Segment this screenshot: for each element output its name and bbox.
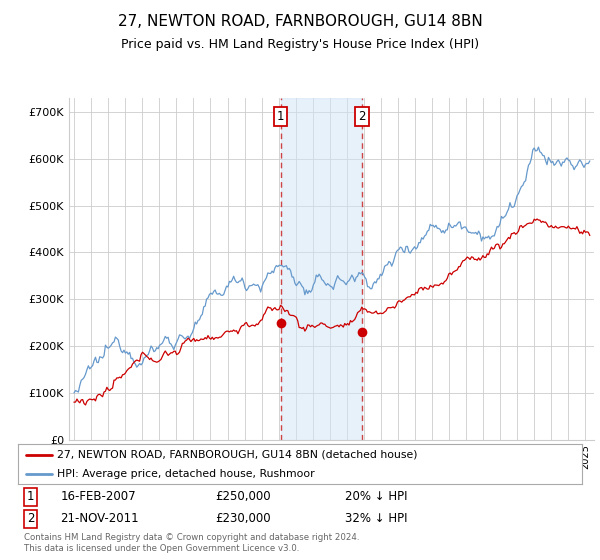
Text: 1: 1 <box>277 110 284 123</box>
Text: 27, NEWTON ROAD, FARNBOROUGH, GU14 8BN (detached house): 27, NEWTON ROAD, FARNBOROUGH, GU14 8BN (… <box>58 450 418 460</box>
Text: 20% ↓ HPI: 20% ↓ HPI <box>345 491 407 503</box>
Text: 21-NOV-2011: 21-NOV-2011 <box>60 512 139 525</box>
Text: 2: 2 <box>26 512 34 525</box>
Text: Contains HM Land Registry data © Crown copyright and database right 2024.
This d: Contains HM Land Registry data © Crown c… <box>24 533 359 553</box>
Text: Price paid vs. HM Land Registry's House Price Index (HPI): Price paid vs. HM Land Registry's House … <box>121 38 479 50</box>
Text: HPI: Average price, detached house, Rushmoor: HPI: Average price, detached house, Rush… <box>58 469 315 478</box>
Text: 1: 1 <box>26 491 34 503</box>
Text: 16-FEB-2007: 16-FEB-2007 <box>60 491 136 503</box>
Text: £250,000: £250,000 <box>215 491 271 503</box>
Text: 32% ↓ HPI: 32% ↓ HPI <box>345 512 407 525</box>
Text: 2: 2 <box>358 110 366 123</box>
Text: £230,000: £230,000 <box>215 512 271 525</box>
Bar <box>281 98 362 440</box>
Text: 27, NEWTON ROAD, FARNBOROUGH, GU14 8BN: 27, NEWTON ROAD, FARNBOROUGH, GU14 8BN <box>118 14 482 29</box>
